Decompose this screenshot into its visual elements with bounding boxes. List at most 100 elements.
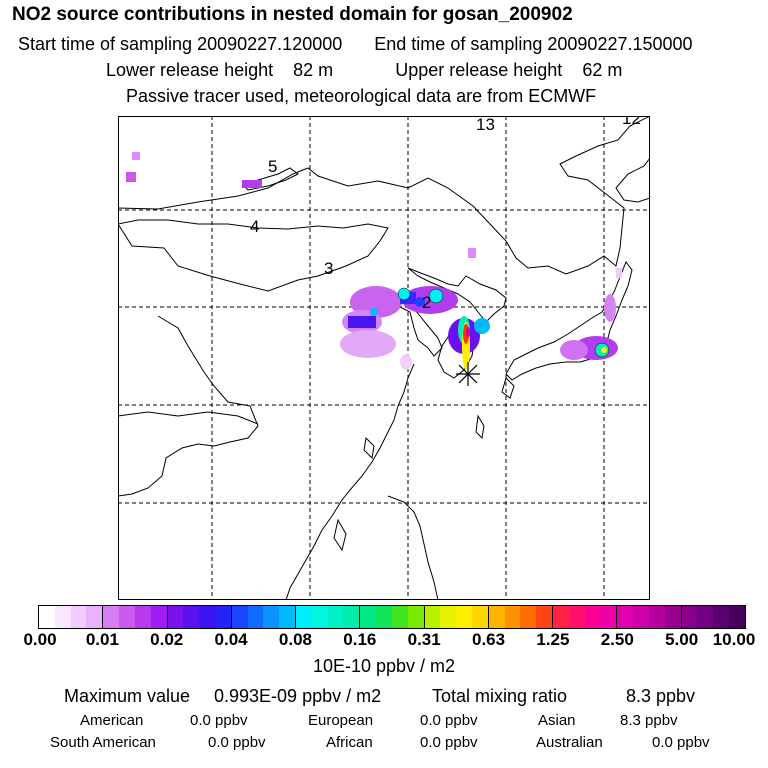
colorbar-segment bbox=[697, 606, 714, 628]
colorbar-segment bbox=[600, 606, 618, 628]
mongolia-border bbox=[118, 219, 389, 292]
colorbar-tick-label: 0.63 bbox=[471, 630, 506, 649]
colorbar-segment bbox=[183, 606, 200, 628]
colorbar-segment bbox=[119, 606, 135, 628]
region-value: 8.3 ppbv bbox=[620, 712, 678, 729]
plume-cell bbox=[466, 327, 470, 337]
colorbar-segment bbox=[247, 606, 264, 628]
colorbar-segment bbox=[231, 606, 248, 628]
colorbar bbox=[38, 605, 746, 629]
plume-cell bbox=[604, 294, 616, 322]
plume-cell bbox=[601, 347, 607, 353]
colorbar-segment bbox=[391, 606, 408, 628]
russia-border bbox=[118, 116, 650, 275]
plume-cell bbox=[348, 316, 376, 328]
colorbar-segment bbox=[263, 606, 280, 628]
region-value: 0.0 ppbv bbox=[420, 712, 478, 729]
island bbox=[363, 436, 375, 460]
colorbar-segment bbox=[648, 606, 665, 628]
region-name: European bbox=[308, 712, 374, 729]
colorbar-segment bbox=[504, 606, 521, 628]
colorbar-segment bbox=[681, 606, 698, 628]
day-label: 2 bbox=[422, 293, 431, 312]
colorbar-segment bbox=[343, 606, 361, 628]
colorbar-segment bbox=[70, 606, 87, 628]
colorbar-tick-label: 5.00 bbox=[665, 630, 699, 649]
plume-cell bbox=[468, 248, 476, 258]
colorbar-segment bbox=[54, 606, 71, 628]
plume-cell bbox=[474, 318, 490, 334]
plume-cell bbox=[340, 330, 396, 358]
region-value: 0.0 ppbv bbox=[208, 734, 266, 751]
colorbar-segment bbox=[311, 606, 328, 628]
day-label: 5 bbox=[268, 157, 277, 176]
colorbar-segment bbox=[520, 606, 537, 628]
colorbar-segment bbox=[664, 606, 682, 628]
colorbar-segment bbox=[150, 606, 168, 628]
start-label: Start time of sampling bbox=[18, 34, 193, 54]
colorbar-segment bbox=[456, 606, 472, 628]
colorbar-segment bbox=[103, 606, 120, 628]
upper-release-value: 62 m bbox=[582, 60, 623, 80]
colorbar-segment bbox=[327, 606, 344, 628]
lower-release-label: Lower release height bbox=[106, 60, 274, 80]
region-name: Asian bbox=[538, 712, 576, 729]
plume-cell bbox=[428, 288, 444, 304]
colorbar-segment bbox=[536, 606, 553, 628]
colorbar-unit: 10E-10 ppbv / m2 bbox=[312, 656, 456, 676]
lower-release-value: 82 m bbox=[293, 60, 334, 80]
plume-cell bbox=[616, 268, 622, 278]
colorbar-segment bbox=[86, 606, 104, 628]
day-label: 12 bbox=[622, 116, 641, 128]
receptor-asterisk-icon bbox=[456, 362, 480, 386]
region-value: 0.0 ppbv bbox=[420, 734, 478, 751]
plume-cell bbox=[560, 340, 588, 360]
colorbar-segment bbox=[471, 606, 489, 628]
colorbar-tick-label: 0.04 bbox=[214, 630, 248, 649]
colorbar-tick-label: 0.08 bbox=[278, 630, 312, 649]
total-label: Total mixing ratio bbox=[432, 686, 568, 706]
plume-cell bbox=[415, 297, 425, 307]
taiwan-coast bbox=[387, 495, 439, 600]
colorbar-tick-label: 0.01 bbox=[85, 630, 119, 649]
colorbar-segment bbox=[584, 606, 601, 628]
max-label: Maximum value bbox=[64, 686, 191, 706]
colorbar-tick-label: 0.31 bbox=[407, 630, 441, 649]
colorbar-segment bbox=[568, 606, 585, 628]
region-name: South American bbox=[50, 734, 156, 751]
plume-cell bbox=[350, 286, 402, 318]
colorbar-segment bbox=[39, 606, 55, 628]
colorbar-segment bbox=[296, 606, 312, 628]
day-labels: 2 3 4 5 12 13 bbox=[250, 116, 641, 312]
total-value: 8.3 ppbv bbox=[626, 686, 696, 706]
day-label: 4 bbox=[250, 217, 259, 236]
colorbar-tick-label: 2.50 bbox=[600, 630, 634, 649]
colorbar-segment bbox=[633, 606, 649, 628]
region-name: Australian bbox=[536, 734, 603, 751]
region-value: 0.0 ppbv bbox=[190, 712, 248, 729]
colorbar-tick-label: 0.00 bbox=[23, 630, 57, 649]
colorbar-segment bbox=[214, 606, 232, 628]
hokkaido bbox=[615, 157, 650, 203]
colorbar-segment bbox=[376, 606, 392, 628]
sampling-row: Start time of sampling 20090227.120000 E… bbox=[18, 34, 693, 55]
japan-honshu bbox=[505, 260, 633, 381]
southwest-border bbox=[118, 315, 259, 497]
region-row-1: American 0.0 ppbv European 0.0 ppbv Asia… bbox=[0, 712, 768, 736]
colorbar-segment bbox=[424, 606, 441, 628]
region-value: 0.0 ppbv bbox=[652, 734, 710, 751]
tracer-note: Passive tracer used, meteorological data… bbox=[126, 86, 597, 106]
release-row: Lower release height 82 m Upper release … bbox=[106, 60, 622, 81]
map-canvas: 2 3 4 5 12 13 bbox=[118, 116, 650, 600]
colorbar-segment bbox=[134, 606, 151, 628]
inner-border bbox=[118, 411, 259, 425]
end-label: End time of sampling bbox=[374, 34, 543, 54]
china-east-coast bbox=[285, 363, 415, 600]
map-panel: 2 3 4 5 12 13 bbox=[118, 116, 650, 600]
colorbar-segment bbox=[407, 606, 425, 628]
island bbox=[333, 518, 347, 552]
day-label: 3 bbox=[324, 259, 333, 278]
plume-cell bbox=[400, 354, 412, 370]
colorbar-segment bbox=[728, 606, 745, 628]
colorbar-segment bbox=[440, 606, 457, 628]
